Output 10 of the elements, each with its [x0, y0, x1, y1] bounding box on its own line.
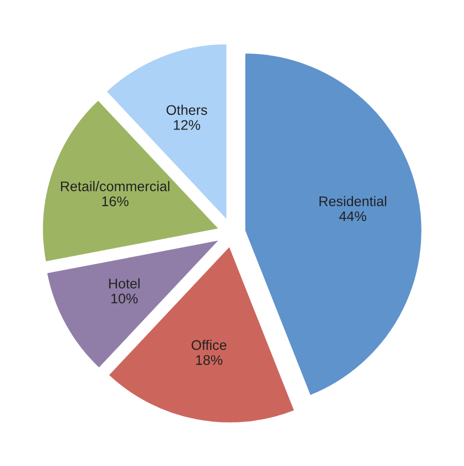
- slice-label: Hotel: [109, 278, 140, 288]
- slice-label: Office: [192, 340, 226, 350]
- slice-label: Others: [166, 104, 208, 115]
- data-label: 18%: [196, 355, 222, 365]
- slice-label: Residential: [320, 196, 386, 206]
- data-label: 12%: [174, 120, 200, 130]
- data-label: 44%: [339, 211, 366, 222]
- data-label: 10%: [111, 294, 138, 304]
- slice-label: Retail/commercial: [61, 181, 170, 192]
- data-label: 16%: [102, 196, 128, 206]
